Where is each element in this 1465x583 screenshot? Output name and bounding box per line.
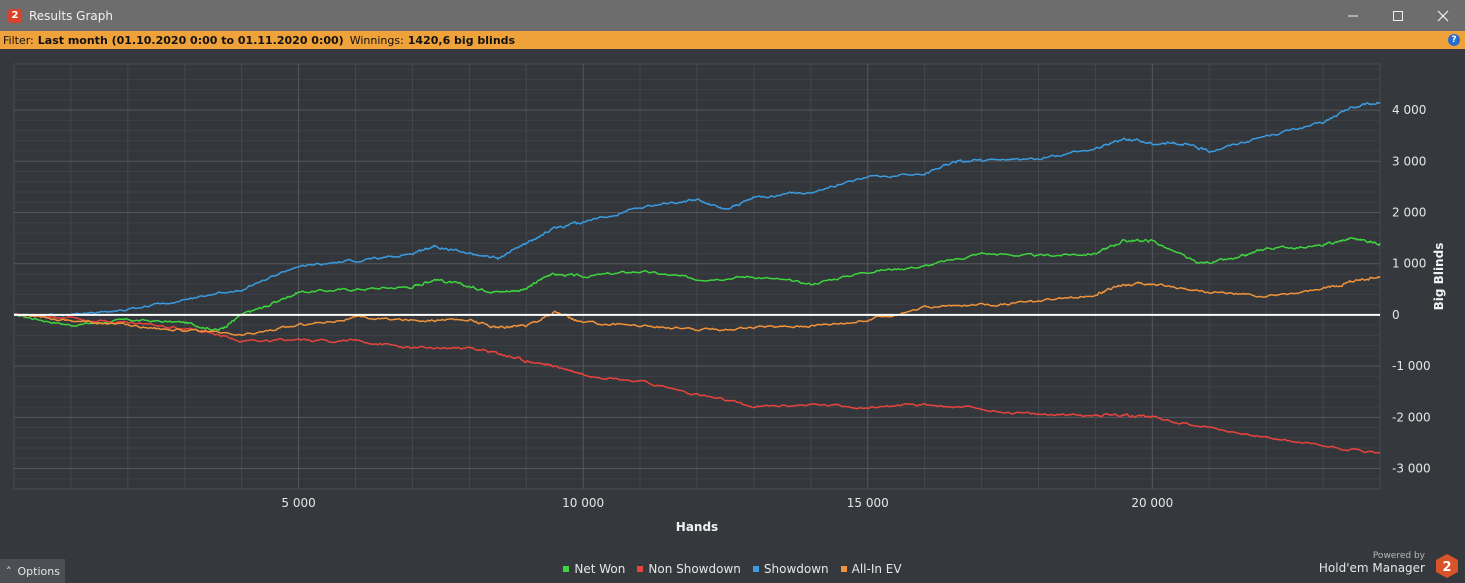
- options-button[interactable]: ˄ Options: [0, 559, 65, 583]
- help-icon[interactable]: ?: [1448, 34, 1460, 46]
- brand-name: Hold'em Manager: [1318, 561, 1425, 575]
- holdem-manager-logo-icon: 2: [1436, 554, 1458, 578]
- caret-up-icon: ˄: [6, 564, 12, 578]
- y-axis-label: Big Blinds: [1432, 243, 1446, 311]
- x-axis-label: Hands: [676, 520, 718, 534]
- app-logo-icon: 2: [8, 8, 22, 23]
- legend-item-net-won[interactable]: Net Won: [563, 562, 625, 576]
- winnings-value: 1420,6 big blinds: [407, 33, 516, 47]
- window-title: Results Graph: [29, 8, 113, 23]
- y-tick-label: 4 000: [1392, 103, 1426, 117]
- powered-by-label: Powered by: [1372, 551, 1425, 561]
- legend-label: Net Won: [574, 562, 626, 576]
- y-tick-label: 0: [1392, 308, 1400, 322]
- legend-swatch: [563, 566, 570, 572]
- filter-value: Last month (01.10.2020 0:00 to 01.11.202…: [37, 33, 344, 47]
- brand-logo-text: 2: [1442, 560, 1451, 575]
- maximize-icon: [1392, 10, 1403, 21]
- winnings-label: Winnings:: [349, 33, 404, 47]
- y-tick-label: -3 000: [1392, 462, 1431, 476]
- maximize-button[interactable]: [1375, 0, 1420, 31]
- options-label: Options: [17, 564, 60, 578]
- legend-swatch: [752, 566, 759, 572]
- filter-bar[interactable]: Filter: Last month (01.10.2020 0:00 to 0…: [0, 31, 1465, 49]
- legend-label: Showdown: [763, 562, 829, 576]
- x-tick-label: 15 000: [847, 496, 889, 510]
- legend-item-showdown[interactable]: Showdown: [752, 562, 829, 576]
- powered-by: Powered by Hold'em Manager: [1319, 551, 1425, 575]
- x-tick-label: 20 000: [1131, 496, 1173, 510]
- series-line-showdown: [13, 101, 1381, 317]
- y-tick-label: -1 000: [1392, 359, 1431, 373]
- y-tick-label: -2 000: [1392, 410, 1431, 424]
- legend-item-non-showdown[interactable]: Non Showdown: [637, 562, 741, 576]
- y-tick-label: 1 000: [1392, 257, 1426, 271]
- legend-swatch: [840, 566, 847, 572]
- close-button[interactable]: [1420, 0, 1465, 31]
- results-chart: 4 000 3 000 2 000 1 000 0 -1 000 -2 000 -3 000 5…: [13, 63, 1446, 534]
- series-line-net-won: [13, 236, 1381, 332]
- minimize-icon: [1347, 15, 1358, 16]
- x-tick-label: 10 000: [562, 496, 604, 510]
- close-icon: [1437, 10, 1448, 21]
- title-bar: 2 Results Graph: [0, 0, 1465, 31]
- y-tick-label: 3 000: [1392, 154, 1426, 168]
- legend-label: Non Showdown: [648, 562, 741, 576]
- series-line-non-showdown: [13, 313, 1381, 454]
- x-tick-label: 5 000: [281, 496, 315, 510]
- legend-label: All-In EV: [851, 562, 902, 576]
- series-line-all-in-ev: [13, 275, 1381, 336]
- y-tick-label: 2 000: [1392, 205, 1426, 219]
- filter-label: Filter:: [3, 33, 34, 47]
- minimize-button[interactable]: [1330, 0, 1375, 31]
- legend-swatch: [637, 566, 644, 572]
- legend-item-all-in-ev[interactable]: All-In EV: [840, 562, 902, 576]
- chart-legend: Net Won Non Showdown Showdown All-In EV: [0, 562, 1465, 576]
